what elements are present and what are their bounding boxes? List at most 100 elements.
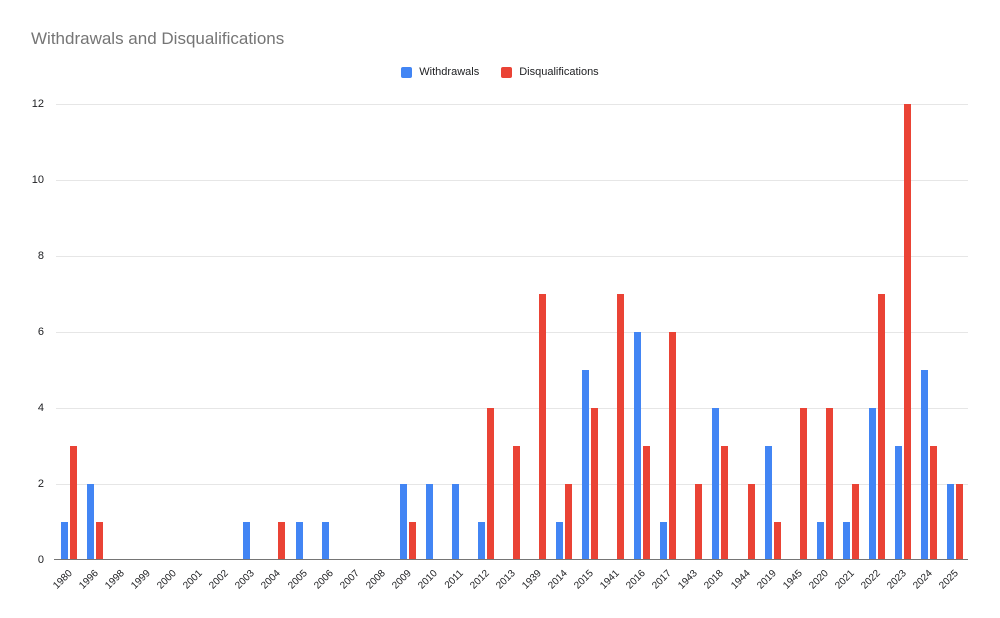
bar-withdrawals-2016: [634, 332, 642, 560]
gridline: [56, 331, 968, 333]
y-axis-labels: 0 2 4 6 8 10 12: [0, 98, 44, 566]
x-tick-label: 2018: [702, 568, 727, 592]
gridline: [56, 255, 968, 257]
x-tick-label: 1941: [598, 568, 622, 592]
x-tick-label: 2003: [233, 568, 258, 592]
bar-disqualifications-1939: [539, 294, 547, 560]
bar-withdrawals-2015: [582, 370, 590, 560]
bar-withdrawals-2020: [816, 522, 824, 560]
bar-disqualifications-2004: [278, 522, 286, 560]
legend-swatch-icon: [501, 66, 513, 78]
x-tick-label: 2025: [937, 568, 961, 592]
x-tick-label: 1980: [51, 568, 75, 592]
bar-disqualifications-1980: [70, 446, 78, 560]
legend-item-disqualifications: Disqualifications: [501, 66, 599, 78]
x-tick-label: 2004: [259, 568, 284, 592]
legend: Withdrawals Disqualifications: [0, 66, 1000, 78]
bar-disqualifications-2023: [903, 104, 911, 560]
x-tick-label: 1998: [103, 568, 127, 592]
x-tick-label: 2011: [442, 568, 466, 591]
x-tick-label: 2005: [285, 568, 310, 592]
bar-disqualifications-1941: [617, 294, 625, 560]
bar-withdrawals-2012: [477, 522, 485, 560]
bar-disqualifications-2019: [773, 522, 781, 560]
legend-label: Disqualifications: [519, 66, 599, 78]
bar-disqualifications-2022: [877, 294, 885, 560]
y-tick-label: 8: [37, 249, 44, 262]
x-tick-label: 2007: [337, 568, 362, 592]
bar-disqualifications-2024: [929, 446, 937, 560]
bar-disqualifications-2021: [851, 484, 859, 560]
y-tick-label: 4: [37, 401, 44, 414]
x-tick-label: 2006: [311, 568, 336, 592]
bar-disqualifications-1945: [799, 408, 807, 560]
x-tick-label: 1939: [520, 568, 544, 592]
x-tick-label: 2012: [468, 568, 492, 592]
legend-item-withdrawals: Withdrawals: [401, 66, 479, 78]
x-tick-label: 2019: [754, 568, 779, 592]
x-tick-label: 1996: [77, 568, 101, 592]
x-tick-label: 2020: [806, 568, 831, 592]
x-tick-label: 2022: [859, 568, 883, 592]
bar-disqualifications-2025: [955, 484, 963, 560]
bar-disqualifications-2016: [643, 446, 651, 560]
bar-withdrawals-2006: [321, 522, 329, 560]
x-tick-label: 2008: [363, 568, 388, 592]
x-tick-label: 1999: [129, 568, 153, 592]
gridline: [56, 103, 968, 105]
bar-withdrawals-1980: [61, 522, 69, 560]
bar-withdrawals-2018: [712, 408, 720, 560]
bar-withdrawals-1996: [87, 484, 95, 560]
x-tick-label: 2015: [572, 568, 596, 592]
bar-withdrawals-2019: [764, 446, 772, 560]
x-tick-label: 2010: [416, 568, 440, 592]
bar-disqualifications-2014: [565, 484, 573, 560]
bar-disqualifications-2018: [721, 446, 729, 560]
bar-disqualifications-2020: [825, 408, 833, 560]
x-tick-label: 2023: [885, 568, 909, 592]
bar-disqualifications-2013: [513, 446, 520, 560]
bar-disqualifications-2012: [486, 408, 494, 560]
legend-swatch-icon: [401, 66, 413, 78]
bar-withdrawals-2017: [660, 522, 668, 560]
y-tick-label: 2: [37, 477, 44, 490]
x-tick-label: 2024: [911, 568, 935, 592]
x-tick-label: 2009: [390, 568, 414, 592]
bar-disqualifications-2015: [591, 408, 599, 560]
bar-withdrawals-2022: [868, 408, 876, 560]
x-axis-labels: 1980 1996 1998 1999 2000 2001 2002 2003 2004 2005…: [51, 566, 968, 616]
x-tick-label: 2017: [650, 568, 675, 592]
x-tick-label: 1945: [780, 568, 805, 592]
bar-withdrawals-2025: [946, 484, 954, 560]
x-tick-label: 2001: [181, 568, 206, 592]
gridline: [56, 407, 968, 409]
y-tick-label: 12: [31, 97, 44, 110]
bar-withdrawals-2021: [842, 522, 850, 560]
chart-title: Withdrawals and Disqualifications: [31, 29, 285, 48]
x-tick-label: 1943: [676, 568, 701, 592]
bar-disqualifications-1944: [747, 484, 755, 560]
bar-disqualifications-1943: [695, 484, 703, 560]
x-tick-label: 2000: [155, 568, 180, 592]
y-tick-label: 10: [31, 173, 44, 186]
x-tick-label: 2002: [207, 568, 232, 592]
bar-withdrawals-2024: [920, 370, 928, 560]
bar-withdrawals-2005: [295, 522, 303, 560]
legend-label: Withdrawals: [419, 66, 480, 78]
bar-withdrawals-2009: [399, 484, 407, 560]
bar-withdrawals-2010: [425, 484, 433, 560]
gridline: [56, 483, 968, 485]
x-tick-label: 2016: [624, 568, 649, 592]
x-tick-label: 1944: [728, 568, 753, 592]
x-tick-label: 2014: [546, 568, 570, 592]
bar-withdrawals-2023: [894, 446, 902, 560]
bar-withdrawals-2003: [243, 522, 251, 560]
bar-disqualifications-2017: [669, 332, 677, 560]
bar-disqualifications-1996: [96, 522, 104, 560]
y-tick-label: 0: [37, 553, 44, 566]
x-tick-label: 2013: [494, 568, 518, 592]
bar-disqualifications-2009: [408, 522, 416, 560]
x-axis-line: [54, 558, 968, 560]
x-tick-label: 2021: [833, 568, 857, 592]
